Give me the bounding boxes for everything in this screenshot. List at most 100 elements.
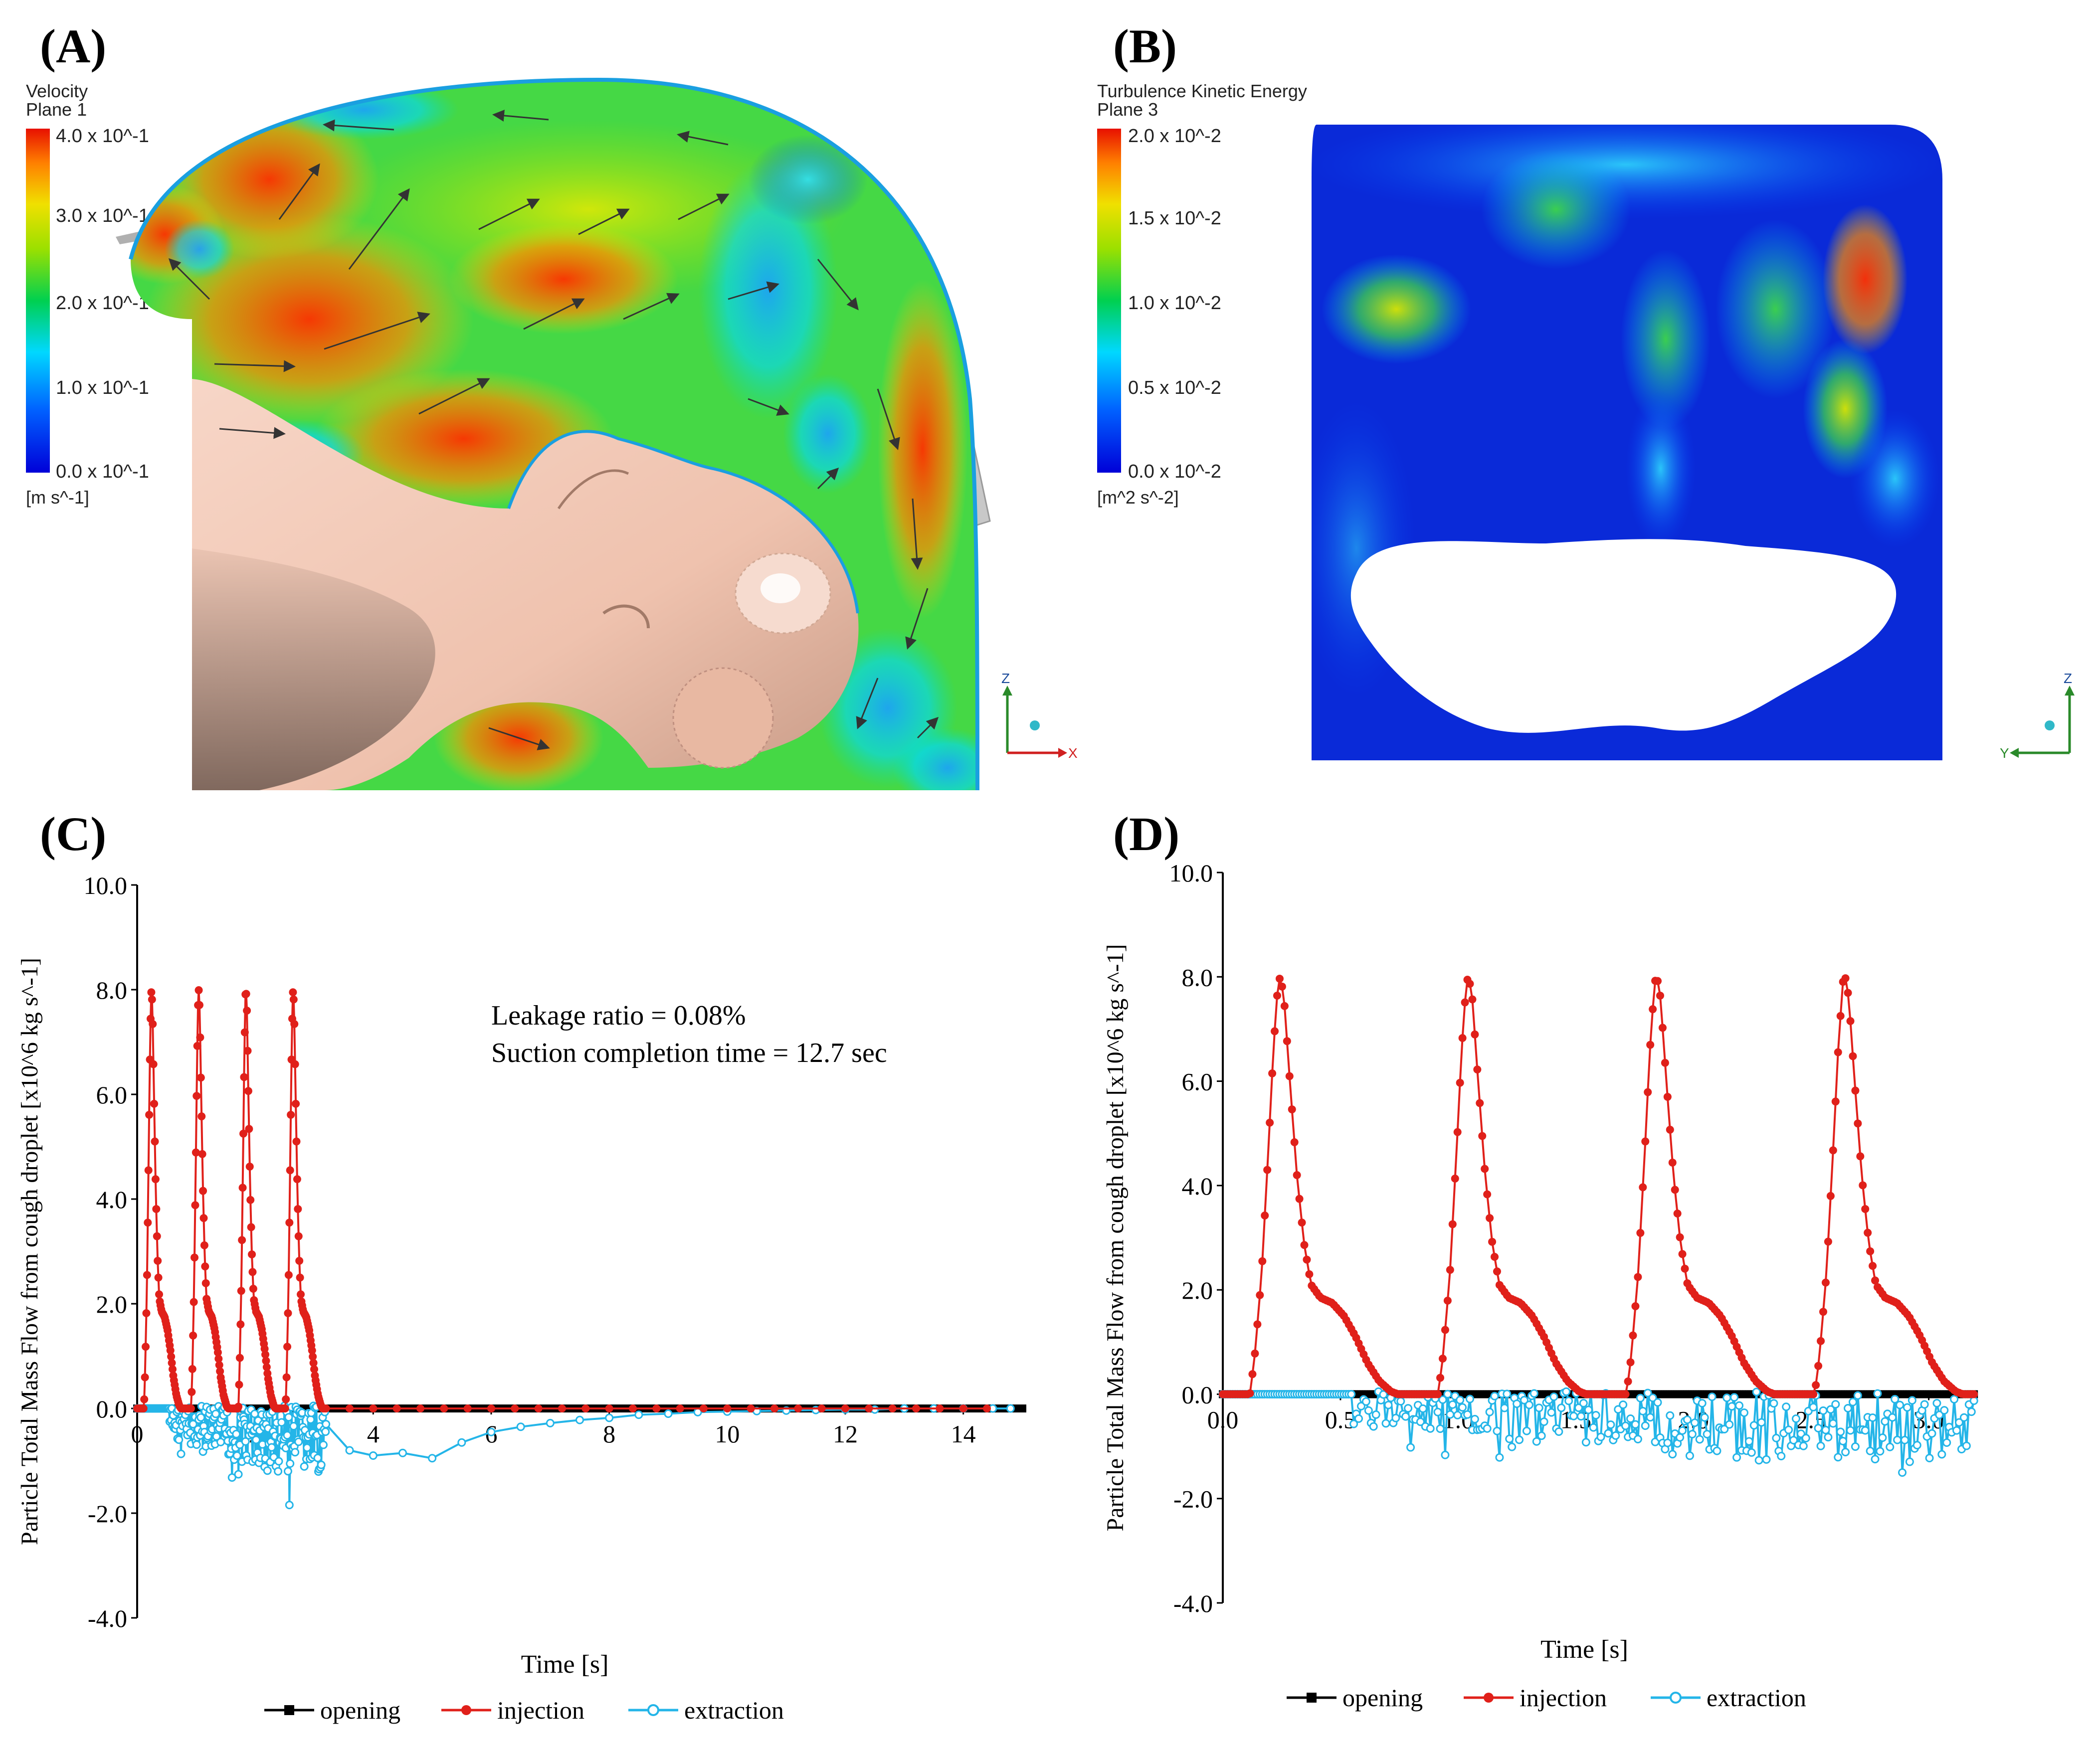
injection-point [1644,1088,1652,1096]
extraction-point [1866,1446,1875,1455]
extraction-point [1485,1407,1494,1416]
injection-point [188,1388,196,1396]
injection-point [1434,1390,1442,1398]
injection-point [1461,998,1469,1007]
extraction-point [1463,1410,1472,1419]
extraction-point [1834,1453,1843,1462]
injection-point [167,1353,176,1361]
extraction-point [1537,1431,1546,1440]
extraction-point [1819,1406,1828,1415]
extraction-point [1614,1405,1623,1414]
extraction-point [1505,1434,1514,1443]
injection-point [213,1348,222,1357]
injection-point [191,1253,199,1262]
injection-point [248,1268,257,1276]
injection-point [201,1279,210,1287]
extraction-point [294,1437,303,1446]
extraction-point [1653,1398,1662,1407]
injection-point [1453,1128,1462,1136]
extraction-point [1905,1457,1914,1466]
injection-point [1278,982,1286,991]
extraction-point [277,1418,286,1427]
extraction-point [1690,1418,1699,1427]
extraction-point [1841,1448,1850,1457]
extraction-point [232,1451,241,1460]
extraction-point [1643,1389,1652,1398]
y-axis-label: Particle Total Mass Flow from cough drop… [1102,944,1129,1532]
extraction-point [1401,1412,1410,1421]
injection-point [189,1331,197,1340]
injection-point [1285,1072,1294,1080]
extraction-point [1453,1410,1462,1419]
injection-point [194,986,203,995]
injection-point [190,1298,198,1306]
injection-point [1488,1237,1497,1246]
extraction-point [1641,1421,1650,1430]
injection-point [511,1404,519,1412]
injection-point [1305,1270,1314,1278]
panel-c: (C) 10.08.06.04.02.00.0-2.0-4.0024681012… [16,807,1026,1724]
extraction-point [1589,1423,1598,1432]
injection-point [286,1166,294,1175]
injection-point [1438,1355,1447,1363]
injection-point [261,1350,270,1359]
injection-point [245,1162,254,1171]
extraction-point [321,1427,330,1436]
axis-triad-b: Z Y [2000,671,2075,761]
injection-point [148,995,156,1004]
x-tick-label: 8 [603,1420,615,1448]
injection-point [1836,1012,1845,1020]
injection-point [1253,1320,1262,1329]
injection-point [463,1404,472,1412]
extraction-point [605,1413,614,1422]
extraction-point [196,1413,205,1422]
injection-point [1275,974,1284,983]
extraction-point [1619,1400,1628,1409]
extraction-point [345,1446,354,1455]
extraction-point [1927,1429,1936,1438]
extraction-point [232,1429,241,1438]
extraction-point [1529,1389,1538,1398]
extraction-point [1574,1403,1583,1412]
injection-point [1869,1262,1877,1270]
injection-point [1293,1171,1301,1179]
extraction-point [1816,1441,1825,1450]
extraction-point [1633,1434,1642,1443]
extraction-point [1354,1414,1363,1423]
injection-point [1846,1017,1855,1026]
injection-point [240,1073,248,1081]
extraction-point [1762,1455,1771,1464]
injection-point [196,1073,205,1082]
injection-point [139,1404,148,1412]
extraction-point [1814,1424,1823,1433]
injection-point [1273,991,1282,1000]
annotation-suction: Suction completion time = 12.7 sec [491,1038,887,1068]
chart-d: 10.08.06.04.02.00.0-2.0-4.00.00.51.01.52… [1102,859,1978,1712]
injection-point [169,1365,177,1374]
injection-point [1831,1097,1840,1106]
injection-point [191,1148,200,1157]
injection-point [147,988,156,997]
injection-point [1283,1037,1291,1046]
panel-b: (B) Turbulence Kinetic Energy Plane 3 2.… [1097,19,2075,761]
extraction-point [1569,1411,1578,1420]
extraction-point [1465,1395,1474,1403]
extraction-point [664,1409,673,1418]
injection-point [1661,1058,1669,1067]
extraction-point [1549,1393,1558,1401]
extraction-point [1826,1405,1835,1414]
extraction-point [1893,1435,1902,1444]
injection-point [238,1236,246,1244]
extraction-point [1920,1400,1929,1409]
injection-point [1654,977,1662,985]
injection-point [1256,1291,1264,1299]
injection-point [770,1404,778,1412]
legend-a-tick: 1.0 x 10^-1 [56,377,149,398]
legend-a-subtitle: Plane 1 [26,99,87,120]
extraction-point [267,1443,276,1452]
extraction-point [1663,1438,1672,1447]
injection-point [1481,1165,1489,1173]
extraction-point [1871,1455,1880,1464]
extraction-point [1441,1450,1450,1459]
extraction-point [1683,1415,1692,1424]
